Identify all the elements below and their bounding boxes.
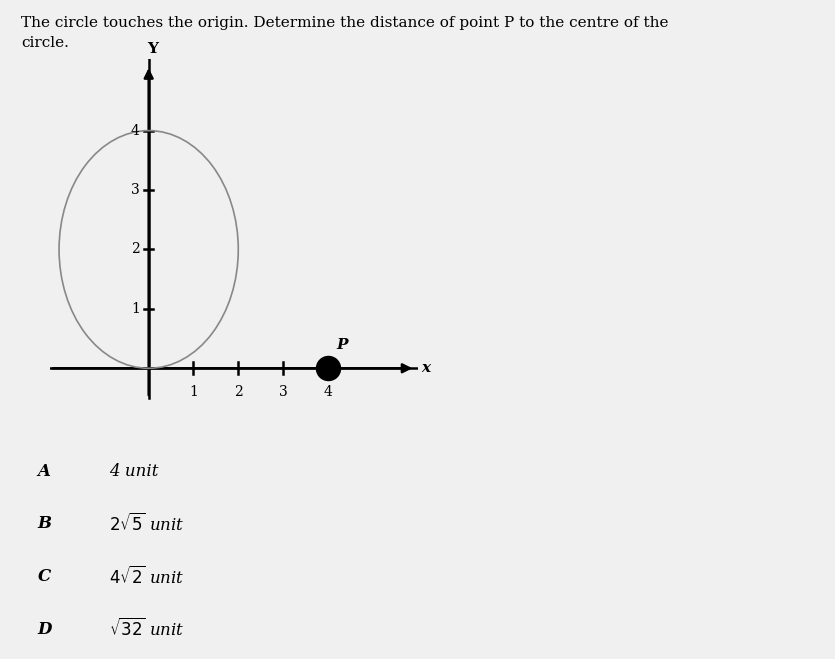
Text: 3: 3 [279, 385, 287, 399]
Text: 3: 3 [131, 183, 139, 197]
Text: 4: 4 [131, 124, 139, 138]
Text: 1: 1 [131, 302, 139, 316]
Text: D: D [38, 621, 52, 638]
Text: B: B [38, 515, 52, 532]
Text: The circle touches the origin. Determine the distance of point P to the centre o: The circle touches the origin. Determine… [21, 16, 668, 30]
Text: A: A [38, 463, 50, 480]
Text: Y: Y [147, 42, 158, 56]
Text: $4\sqrt{2}$ unit: $4\sqrt{2}$ unit [109, 565, 185, 588]
Text: 2: 2 [131, 243, 139, 256]
Text: x: x [421, 361, 430, 375]
Text: circle.: circle. [21, 36, 68, 50]
Text: 4 unit: 4 unit [109, 463, 158, 480]
Text: 1: 1 [189, 385, 198, 399]
Text: C: C [38, 568, 51, 585]
Text: $2\sqrt{5}$ unit: $2\sqrt{5}$ unit [109, 513, 185, 535]
Text: P: P [336, 337, 347, 352]
Text: $\sqrt{32}$ unit: $\sqrt{32}$ unit [109, 618, 185, 641]
Text: 4: 4 [323, 385, 332, 399]
Point [321, 363, 335, 374]
Text: 2: 2 [234, 385, 243, 399]
